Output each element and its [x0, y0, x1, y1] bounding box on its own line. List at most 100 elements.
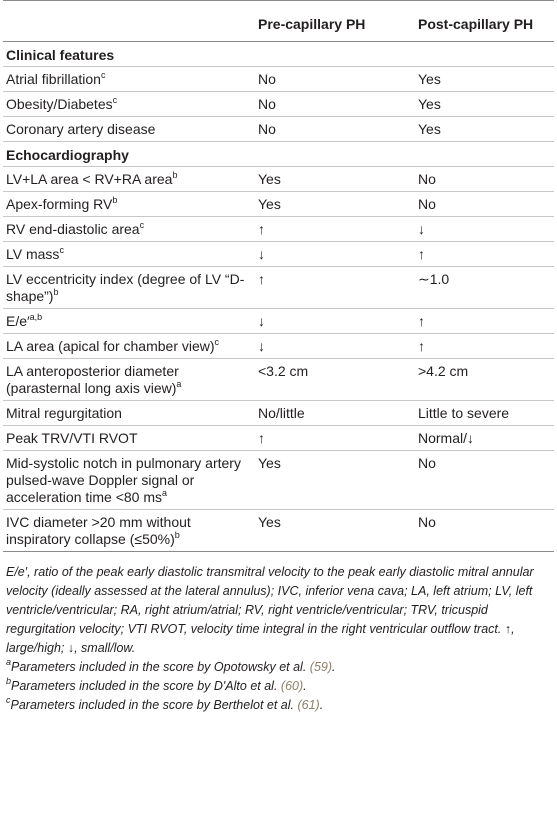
pre-capillary-cell: ↑	[255, 216, 415, 242]
table-row: Apex-forming RVb Yes No	[3, 191, 554, 217]
feature-cell: Peak TRV/VTI RVOT	[3, 425, 255, 451]
feature-superscript: b	[174, 530, 180, 540]
feature-label: Mitral regurgitation	[6, 405, 122, 421]
footnote-mark: b	[6, 676, 12, 686]
post-capillary-cell: Yes	[415, 116, 554, 142]
table-row: Mid-systolic notch in pulmonary artery p…	[3, 450, 554, 510]
section-title: Echocardiography	[3, 141, 554, 167]
footnote: cParameters included in the score by Ber…	[6, 695, 324, 713]
header-feature	[3, 0, 255, 42]
post-capillary-cell: No	[415, 509, 554, 552]
feature-cell: LA area (apical for chamber view)c	[3, 333, 255, 359]
feature-label: Obesity/Diabetes	[6, 96, 113, 112]
post-capillary-cell: ↑	[415, 241, 554, 267]
feature-superscript: a	[162, 488, 168, 498]
feature-label: LV+LA area < RV+RA area	[6, 171, 173, 187]
post-capillary-cell: Little to severe	[415, 400, 554, 426]
footnote-ref: (59)	[309, 660, 333, 674]
feature-cell: Atrial fibrillationc	[3, 66, 255, 92]
feature-label: Apex-forming RV	[6, 196, 113, 212]
feature-label: E/e′	[6, 313, 30, 329]
footnote-text: Parameters included in the score by Opot…	[11, 660, 310, 674]
table-row: Atrial fibrillationc No Yes	[3, 66, 554, 92]
pre-capillary-cell: Yes	[255, 450, 415, 510]
feature-cell: LV massc	[3, 241, 255, 267]
post-capillary-cell: No	[415, 450, 554, 510]
feature-superscript: c	[59, 245, 64, 255]
feature-label: RV end-diastolic area	[6, 221, 140, 237]
footnote: bParameters included in the score by D'A…	[6, 676, 307, 694]
feature-cell: Coronary artery disease	[3, 116, 255, 142]
feature-cell: LV+LA area < RV+RA areab	[3, 166, 255, 192]
feature-label: LV eccentricity index (degree of LV “D-s…	[6, 271, 245, 304]
section-row: Echocardiography	[3, 141, 554, 167]
post-capillary-cell: ↑	[415, 333, 554, 359]
feature-cell: E/e′a,b	[3, 308, 255, 334]
post-capillary-cell: Normal/↓	[415, 425, 554, 451]
section-row: Clinical features	[3, 41, 554, 67]
footnotes: E/e′, ratio of the peak early diastolic …	[3, 552, 554, 715]
post-capillary-cell: Yes	[415, 91, 554, 117]
table-row: LV eccentricity index (degree of LV “D-s…	[3, 266, 554, 309]
pre-capillary-cell: Yes	[255, 509, 415, 552]
score-notes: aParameters included in the score by Opo…	[6, 658, 551, 715]
pre-capillary-cell: ↓	[255, 308, 415, 334]
table-row: Obesity/Diabetesc No Yes	[3, 91, 554, 117]
feature-cell: Mid-systolic notch in pulmonary artery p…	[3, 450, 255, 510]
feature-superscript: c	[139, 220, 145, 230]
feature-superscript: b	[53, 287, 59, 297]
footnote-text: Parameters included in the score by Bert…	[10, 698, 298, 712]
table-row: E/e′a,b ↓ ↑	[3, 308, 554, 334]
footnote-ref: (61)	[297, 698, 320, 712]
section-title: Clinical features	[3, 41, 554, 67]
table-body: Clinical features Atrial fibrillationc No Y…	[3, 41, 554, 552]
pre-capillary-cell: ↑	[255, 266, 415, 309]
table-row: IVC diameter >20 mm without inspiratory …	[3, 509, 554, 552]
header-row: Pre-capillary PH Post-capillary PH	[3, 0, 554, 42]
pre-capillary-cell: ↓	[255, 241, 415, 267]
feature-superscript: c	[112, 95, 118, 105]
table-row: LA anteroposterior diameter (parasternal…	[3, 358, 554, 401]
table-row: RV end-diastolic areac ↑ ↓	[3, 216, 554, 242]
table-row: Mitral regurgitation No/little Little to s…	[3, 400, 554, 426]
feature-cell: IVC diameter >20 mm without inspiratory …	[3, 509, 255, 552]
post-capillary-cell: ↑	[415, 308, 554, 334]
feature-superscript: a,b	[29, 312, 43, 322]
abbreviations-note: E/e′, ratio of the peak early diastolic …	[6, 565, 534, 655]
feature-superscript: b	[112, 195, 118, 205]
pre-capillary-cell: <3.2 cm	[255, 358, 415, 401]
feature-label: LA anteroposterior diameter (parasternal…	[6, 363, 179, 396]
footnote: aParameters included in the score by Opo…	[6, 657, 336, 675]
footnote-mark: c	[6, 695, 11, 705]
feature-cell: Obesity/Diabetesc	[3, 91, 255, 117]
feature-label: LA area (apical for chamber view)	[6, 338, 215, 354]
post-capillary-cell: No	[415, 191, 554, 217]
table-row: LV+LA area < RV+RA areab Yes No	[3, 166, 554, 192]
post-capillary-cell: >4.2 cm	[415, 358, 554, 401]
table-row: Peak TRV/VTI RVOT ↑ Normal/↓	[3, 425, 554, 451]
table-row: LV massc ↓ ↑	[3, 241, 554, 267]
feature-cell: LA anteroposterior diameter (parasternal…	[3, 358, 255, 401]
feature-label: Mid-systolic notch in pulmonary artery p…	[6, 455, 241, 505]
pre-capillary-cell: No/little	[255, 400, 415, 426]
table-row: LA area (apical for chamber view)c ↓ ↑	[3, 333, 554, 359]
pre-capillary-cell: No	[255, 91, 415, 117]
comparison-table: Pre-capillary PH Post-capillary PH Clini…	[3, 0, 554, 552]
feature-superscript: b	[172, 170, 178, 180]
pre-capillary-cell: ↑	[255, 425, 415, 451]
table-container: Pre-capillary PH Post-capillary PH Clini…	[3, 0, 554, 715]
post-capillary-cell: ↓	[415, 216, 554, 242]
feature-label: Coronary artery disease	[6, 121, 156, 137]
feature-superscript: a	[176, 379, 182, 389]
pre-capillary-cell: No	[255, 116, 415, 142]
pre-capillary-cell: Yes	[255, 166, 415, 192]
feature-cell: Apex-forming RVb	[3, 191, 255, 217]
header-pre-capillary: Pre-capillary PH	[255, 0, 415, 42]
pre-capillary-cell: Yes	[255, 191, 415, 217]
footnote-text: Parameters included in the score by D'Al…	[11, 679, 281, 693]
footnote-ref: (60)	[280, 679, 304, 693]
feature-superscript: c	[100, 70, 106, 80]
post-capillary-cell: ∼1.0	[415, 266, 554, 309]
header-post-capillary: Post-capillary PH	[415, 0, 554, 42]
post-capillary-cell: Yes	[415, 66, 554, 92]
